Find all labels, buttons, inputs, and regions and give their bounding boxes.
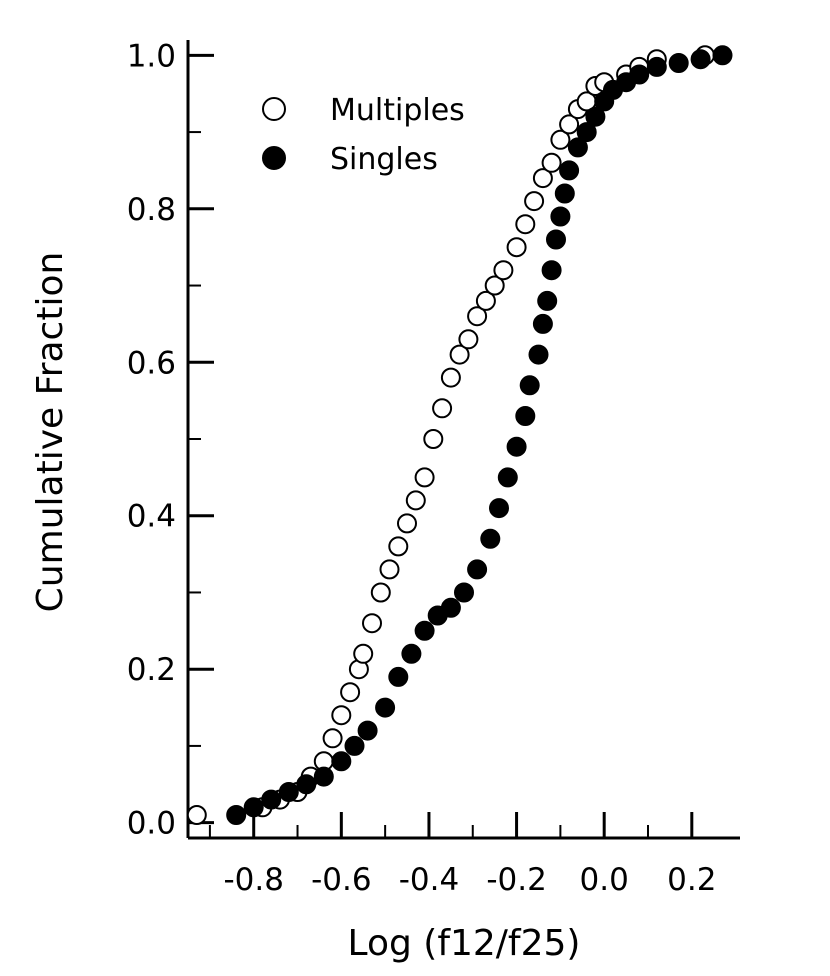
x-tick-label: 0.2 (667, 862, 716, 898)
singles-point (375, 697, 396, 718)
singles-point (506, 436, 527, 457)
singles-point (331, 751, 352, 772)
multiples-point (388, 536, 409, 557)
legend-marker-singles (262, 146, 286, 170)
singles-point (532, 313, 553, 334)
x-tick-label: 0.0 (580, 862, 629, 898)
y-tick-label: 0.2 (127, 652, 176, 688)
singles-point (515, 406, 536, 426)
y-tick-label: 0.4 (127, 499, 176, 535)
multiples-point (397, 513, 417, 534)
legend-marker-multiples (262, 97, 286, 121)
multiples-point (432, 398, 453, 419)
singles-point (454, 582, 474, 603)
singles-point (537, 290, 558, 311)
multiples-point (532, 168, 553, 189)
singles-point (668, 53, 689, 73)
legend-label-multiples: Multiples (330, 93, 465, 128)
singles-point (546, 229, 566, 250)
x-tick-label: -0.2 (486, 862, 547, 898)
y-tick-label: 0.0 (127, 806, 176, 842)
singles-point (278, 782, 299, 802)
series-singles (226, 45, 733, 825)
singles-point (388, 666, 409, 687)
singles-point (243, 797, 264, 818)
multiples-point (484, 275, 505, 296)
singles-point (440, 597, 461, 618)
singles-point (313, 766, 334, 787)
multiples-point (515, 214, 536, 235)
singles-point (357, 720, 378, 741)
singles-point (629, 64, 650, 85)
x-tick-label: -0.4 (399, 862, 460, 898)
legend: Multiples Singles (262, 93, 465, 177)
y-tick-label: 0.8 (127, 192, 176, 228)
multiples-point (362, 613, 382, 634)
multiples-point (370, 582, 391, 603)
singles-point (712, 45, 733, 66)
multiples-point (414, 467, 435, 488)
singles-point (519, 375, 540, 396)
singles-point (414, 620, 435, 641)
singles-point (550, 206, 571, 227)
multiples-point (423, 429, 444, 449)
singles-point (480, 528, 501, 549)
multiples-point (322, 728, 343, 749)
singles-point (489, 498, 509, 519)
singles-point (261, 789, 282, 810)
x-tick-label: -0.6 (311, 862, 372, 898)
multiples-point (493, 260, 514, 281)
multiples-point (475, 290, 496, 311)
singles-point (690, 49, 711, 70)
multiples-point (467, 306, 488, 327)
multiples-point (449, 344, 470, 365)
multiples-point (186, 805, 207, 825)
singles-point (567, 137, 588, 158)
multiples-point (524, 191, 545, 212)
singles-point (576, 122, 597, 143)
singles-point (646, 56, 667, 77)
multiples-point (559, 114, 580, 135)
singles-point (497, 467, 518, 488)
multiples-point (353, 643, 374, 664)
singles-point (541, 260, 562, 281)
multiples-point (458, 329, 479, 350)
singles-point (467, 559, 488, 580)
multiples-point (340, 682, 361, 703)
y-ticks: 0.0 0.2 0.4 0.6 0.8 1.0 (127, 38, 214, 842)
multiples-point (331, 705, 352, 726)
singles-point (554, 183, 575, 204)
multiples-point (440, 367, 461, 388)
y-tick-label: 1.0 (127, 38, 176, 74)
multiples-point (541, 152, 562, 173)
legend-label-singles: Singles (330, 142, 438, 177)
multiples-point (550, 129, 571, 150)
singles-point (226, 805, 247, 825)
singles-point (559, 160, 580, 181)
multiples-point (379, 559, 400, 580)
series-layer (186, 45, 733, 825)
x-axis-title: Log (f12/f25) (348, 923, 581, 964)
singles-point (585, 106, 606, 127)
multiples-point (405, 490, 426, 511)
x-tick-label: -0.8 (223, 862, 284, 898)
singles-point (296, 774, 317, 795)
y-tick-label: 0.6 (127, 345, 176, 381)
singles-point (528, 344, 549, 365)
y-axis-title: Cumulative Fraction (30, 252, 71, 613)
x-ticks: -0.8 -0.6 -0.4 -0.2 0.0 0.2 (208, 812, 716, 898)
multiples-point (506, 237, 527, 258)
singles-point (344, 735, 365, 756)
singles-point (401, 643, 422, 664)
